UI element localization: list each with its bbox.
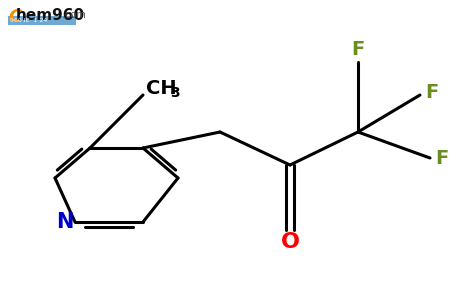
- Text: N: N: [56, 212, 73, 232]
- Text: CH: CH: [146, 79, 176, 98]
- Text: F: F: [351, 40, 365, 59]
- Text: O: O: [281, 232, 300, 252]
- Text: 960 IE  1 24: 960 IE 1 24: [10, 18, 47, 23]
- Bar: [8, 16, 76, 25]
- Text: .com: .com: [62, 10, 86, 20]
- Text: F: F: [435, 149, 448, 168]
- Text: F: F: [425, 84, 438, 103]
- Text: hem960: hem960: [16, 8, 85, 23]
- Text: 3: 3: [170, 86, 180, 100]
- Text: C: C: [8, 8, 21, 26]
